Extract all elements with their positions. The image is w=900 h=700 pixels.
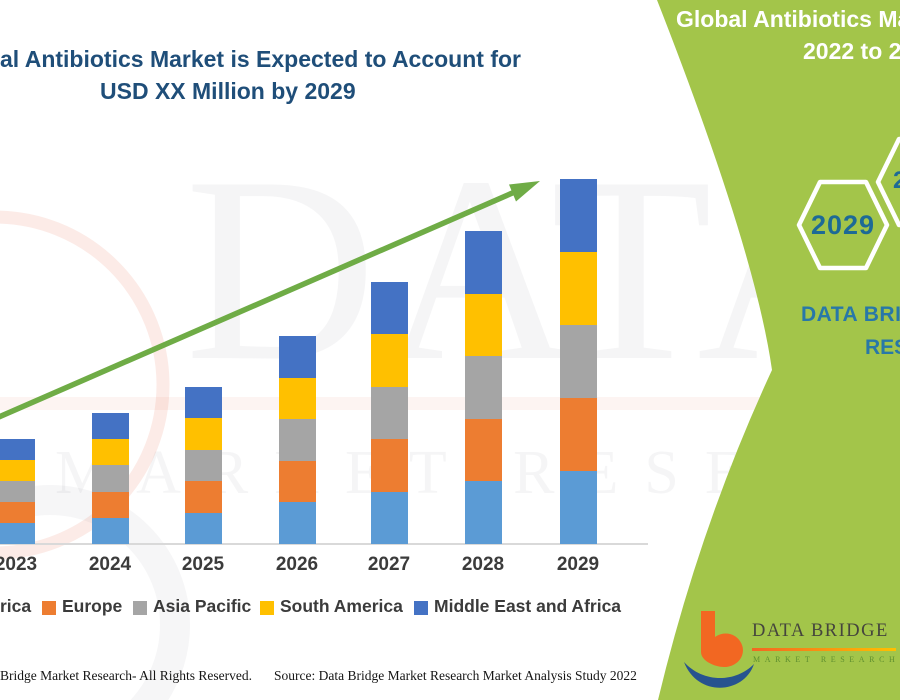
hexagon-2022-icon	[875, 136, 900, 228]
bar-segment-2025	[184, 387, 222, 419]
page-title-line2: USD XX Million by 2029	[100, 78, 356, 104]
hexagon-year-label-partial: 2	[893, 167, 900, 194]
trend-arrow-head-icon	[509, 181, 540, 202]
bar-segment-2028	[464, 293, 502, 357]
watermark-circle-icon	[0, 210, 170, 560]
brand-text-line2: RES	[865, 336, 900, 359]
bar-segment-2027	[370, 439, 408, 492]
x-axis-label: 2028	[461, 554, 505, 575]
bar-segment-2023	[0, 523, 35, 544]
hexagon-2029-icon	[796, 179, 890, 271]
legend-swatch	[133, 601, 147, 615]
panel-heading-line1: Global Antibiotics Mar	[676, 6, 900, 32]
bar-segment-2029	[559, 179, 597, 252]
logo-swoosh-icon	[684, 662, 754, 688]
bar-segment-2025	[184, 418, 222, 450]
bar-segment-2024	[91, 439, 129, 466]
bar-segment-2023	[0, 439, 35, 460]
x-axis-label: 2029	[556, 554, 600, 575]
bar-segment-2024	[91, 413, 129, 440]
legend-label: Asia Pacific	[153, 596, 252, 616]
chart-legend: rica Europe Asia Pacific South America Middl…	[0, 596, 660, 622]
bar-segment-2027	[370, 334, 408, 387]
bar-segment-2027	[370, 386, 408, 440]
legend-swatch	[260, 601, 274, 615]
brand-text-line1: DATA BRI	[801, 303, 900, 326]
x-axis-label: 2027	[367, 554, 411, 575]
bar-segment-2025	[184, 449, 222, 482]
legend-label: South America	[280, 596, 403, 616]
legend-label: rica	[0, 596, 32, 616]
legend-swatch	[414, 601, 428, 615]
logo-name-text: DATA BRIDGE	[752, 621, 889, 641]
bar-segment-2025	[184, 481, 222, 513]
bar-segment-2024	[91, 517, 129, 544]
bar-segment-2026	[278, 460, 316, 503]
bar-segment-2028	[464, 356, 502, 419]
hexagon-year-label: 2029	[810, 210, 876, 240]
bar-segment-2026	[278, 336, 316, 378]
bar-segment-2027	[370, 491, 408, 544]
logo-b-icon	[701, 611, 743, 667]
bar-segment-2029	[559, 325, 597, 398]
green-side-panel	[657, 0, 900, 700]
legend-label: Middle East and Africa	[434, 596, 622, 616]
x-axis-label: 2026	[275, 554, 319, 575]
bar-segment-2026	[278, 502, 316, 544]
bar-segment-2024	[91, 465, 129, 492]
panel-heading-line2: 2022 to 2	[803, 38, 900, 64]
bar-segment-2028	[464, 418, 502, 482]
legend-label: Europe	[62, 596, 123, 616]
bar-segment-2024	[91, 491, 129, 518]
bar-segment-2023	[0, 460, 35, 481]
x-axis-label: 2024	[88, 554, 132, 575]
x-axis-label: 2023	[0, 554, 38, 575]
logo-subtitle-text: MARKET RESEARCH	[753, 655, 900, 664]
logo-underline	[752, 648, 896, 651]
copyright-text: Bridge Market Research- All Rights Reser…	[0, 668, 252, 683]
page-title-line1: al Antibiotics Market is Expected to Acc…	[0, 46, 521, 72]
legend-swatch	[42, 601, 56, 615]
bar-segment-2023	[0, 481, 35, 502]
source-text: Source: Data Bridge Market Research Mark…	[274, 668, 637, 683]
bar-segment-2026	[278, 419, 316, 461]
x-axis-label: 2025	[181, 554, 225, 575]
bar-segment-2029	[559, 252, 597, 325]
bar-segment-2023	[0, 502, 35, 523]
bar-segment-2029	[559, 398, 597, 471]
x-axis-line	[0, 543, 648, 545]
bar-segment-2028	[464, 481, 502, 544]
watermark-swoosh-icon	[0, 485, 190, 700]
trend-arrow-line	[0, 188, 519, 420]
bar-segment-2027	[370, 282, 408, 335]
bar-segment-2029	[559, 471, 597, 544]
bar-segment-2028	[464, 231, 502, 294]
bar-segment-2025	[184, 512, 222, 544]
bar-segment-2026	[278, 377, 316, 420]
